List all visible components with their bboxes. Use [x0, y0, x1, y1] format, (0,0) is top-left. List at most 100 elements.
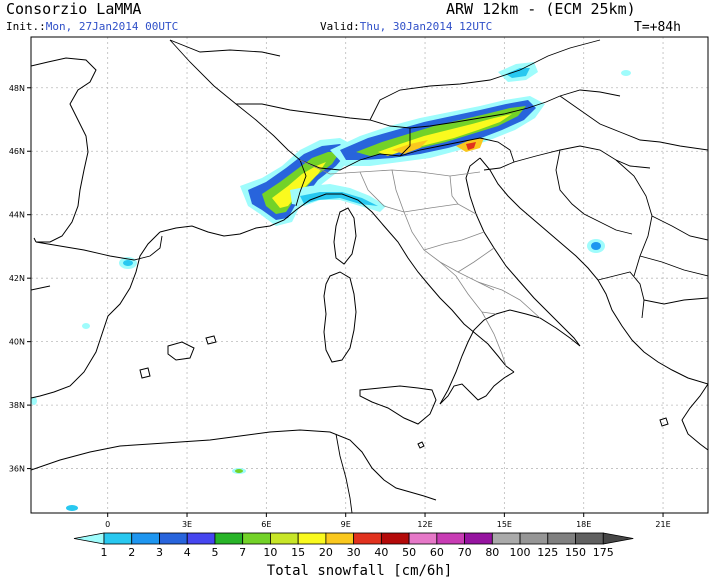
colorbar-box [408, 532, 438, 545]
colorbar-box [519, 532, 549, 545]
border-germany-austria [369, 39, 601, 121]
colorbar-box [380, 532, 410, 545]
colorbar-level-label: 5 [211, 546, 218, 559]
lon-tick-label: 9E [341, 520, 351, 529]
longitude-axis: 0 3E 6E 9E 12E 15E 18E 21E [105, 513, 671, 529]
coast-sardinia [323, 271, 357, 363]
valid-time: Valid:Thu, 30Jan2014 12UTC [320, 20, 492, 33]
coast-corsica [333, 207, 357, 265]
snow-small-2 [82, 323, 90, 329]
init-label: Init.: [6, 20, 46, 33]
valid-label: Valid: [320, 20, 360, 33]
lat-tick-label: 42N [9, 274, 25, 283]
colorbar-level-label: 15 [291, 546, 305, 559]
snow-atlas-patch-inner [235, 469, 243, 473]
colorbar-level-label: 60 [430, 546, 444, 559]
coast-malta [417, 441, 425, 449]
snow-balkans-patch-inner [591, 242, 601, 250]
lat-tick-label: 40N [9, 338, 25, 347]
border-bulgaria [651, 215, 708, 241]
colorbar-labels: 1 2 3 4 5 7 10 15 20 30 40 50 60 70 80 100 125 150 175 [101, 546, 614, 559]
colorbar-level-label: 70 [458, 546, 472, 559]
colorbar-level-label: 7 [239, 546, 246, 559]
colorbar-level-label: 30 [347, 546, 361, 559]
snow-small-1 [621, 70, 631, 76]
lat-tick-label: 44N [9, 211, 25, 220]
colorbar-level-label: 125 [537, 546, 558, 559]
colorbar: 1 2 3 4 5 7 10 15 20 30 40 50 60 70 80 100 125 150 175 [73, 532, 634, 559]
border-hungary [559, 95, 708, 151]
border-macedonia [639, 255, 708, 277]
coast-north-africa [31, 429, 437, 501]
colorbar-box [131, 532, 160, 545]
lat-lon-grid [31, 37, 708, 513]
colorbar-box [575, 532, 604, 545]
coast-italy-south [439, 371, 515, 405]
colorbar-level-label: 150 [565, 546, 586, 559]
lat-tick-label: 46N [9, 147, 25, 156]
border-france-swiss-italy [169, 39, 307, 207]
coast-sicily [359, 385, 437, 425]
coast-italy-adriatic [439, 157, 581, 405]
snow-central-alps-orange [392, 140, 428, 154]
coast-ibiza [139, 367, 151, 379]
colorbar-level-label: 2 [128, 546, 135, 559]
colorbar-box [547, 532, 576, 545]
snow-dolomites-red [466, 142, 476, 150]
lon-tick-label: 12E [417, 520, 432, 529]
colorbar-box [464, 532, 493, 545]
border-swiss-south [299, 128, 411, 171]
coast-mallorca [167, 341, 195, 361]
colorbar-end-left [73, 532, 105, 545]
colorbar-level-label: 1 [101, 546, 108, 559]
border-austria [409, 89, 621, 129]
coast-balkans [479, 157, 708, 385]
colorbar-level-label: 40 [374, 546, 388, 559]
colorbar-level-label: 175 [593, 546, 614, 559]
lat-tick-label: 48N [9, 84, 25, 93]
border-montenegro-albania [597, 271, 645, 319]
border-france-germany [169, 39, 281, 57]
model-title: ARW 12km - (ECM 25km) [446, 0, 636, 18]
colorbar-box [242, 532, 271, 545]
init-value: Mon, 27Jan2014 00UTC [45, 20, 179, 33]
border-spain-interior [31, 285, 51, 291]
coast-greece-islands [659, 417, 669, 427]
colorbar-end-right [602, 532, 634, 545]
valid-value: Thu, 30Jan2014 12UTC [359, 20, 493, 33]
colorbar-box [159, 532, 188, 545]
colorbar-title: Total snowfall [cm/6h] [266, 563, 453, 579]
colorbar-level-label: 50 [402, 546, 416, 559]
colorbar-box [270, 532, 299, 545]
colorbar-box [186, 532, 216, 545]
colorbar-box [214, 532, 244, 545]
snow-central-alps-green [356, 106, 526, 156]
colorbar-level-label: 3 [156, 546, 163, 559]
colorbar-box [436, 532, 465, 545]
map-background [31, 37, 708, 513]
border-spain-france [35, 235, 163, 261]
lon-tick-label: 15E [497, 520, 512, 529]
colorbar-box [353, 532, 382, 545]
colorbar-level-label: 20 [319, 546, 333, 559]
italian-regions [299, 159, 541, 367]
border-bosnia [555, 149, 633, 235]
init-time: Init.:Mon, 27Jan2014 00UTC [6, 20, 178, 33]
forecast-step: T=+84h [634, 20, 681, 35]
border-greece-north [643, 297, 708, 305]
border-algeria-tunisia [335, 433, 353, 513]
colorbar-level-label: 100 [510, 546, 531, 559]
colorbar-level-label: 4 [184, 546, 191, 559]
lon-tick-label: 18E [576, 520, 591, 529]
lon-tick-label: 6E [261, 520, 271, 529]
coast-gulf-of-lion [159, 193, 515, 373]
colorbar-box [297, 532, 327, 545]
snow-small-3 [31, 397, 37, 405]
colorbar-level-label: 10 [263, 546, 277, 559]
lat-tick-label: 36N [9, 465, 25, 474]
border-italy-austria [399, 137, 515, 171]
snow-western-alps-yellow [272, 162, 326, 208]
org-title: Consorzio LaMMA [6, 0, 142, 18]
snow-ligurian-alps-inner [300, 192, 378, 206]
coast-greece [681, 383, 708, 451]
